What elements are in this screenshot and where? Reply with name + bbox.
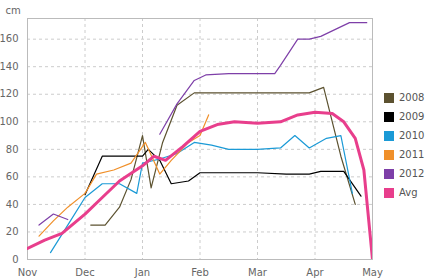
svg-text:Jan: Jan [134, 267, 150, 278]
svg-text:20: 20 [6, 226, 19, 237]
html-text:Avg: Avg [399, 187, 418, 198]
svg-text:120: 120 [0, 88, 19, 99]
svg-text:0: 0 [12, 254, 18, 265]
svg-text:May: May [362, 267, 383, 278]
svg-text:100: 100 [0, 116, 19, 127]
html-text:2012: 2012 [399, 168, 425, 179]
html-text:2011: 2011 [399, 149, 425, 160]
svg-text:Dec: Dec [75, 267, 94, 278]
svg-text:Nov: Nov [18, 267, 38, 278]
svg-text:Mar: Mar [248, 267, 268, 278]
html-text:2010: 2010 [399, 130, 425, 141]
svg-text:80: 80 [6, 144, 19, 155]
svg-text:140: 140 [0, 61, 19, 72]
svg-text:Apr: Apr [306, 267, 324, 278]
svg-text:Feb: Feb [191, 267, 209, 278]
html-text:2008: 2008 [399, 92, 425, 103]
svg-text:40: 40 [6, 199, 19, 210]
svg-text:160: 160 [0, 33, 19, 44]
svg-text:cm: cm [6, 5, 21, 16]
html-text:2009: 2009 [399, 111, 425, 122]
svg-text:60: 60 [6, 171, 19, 182]
